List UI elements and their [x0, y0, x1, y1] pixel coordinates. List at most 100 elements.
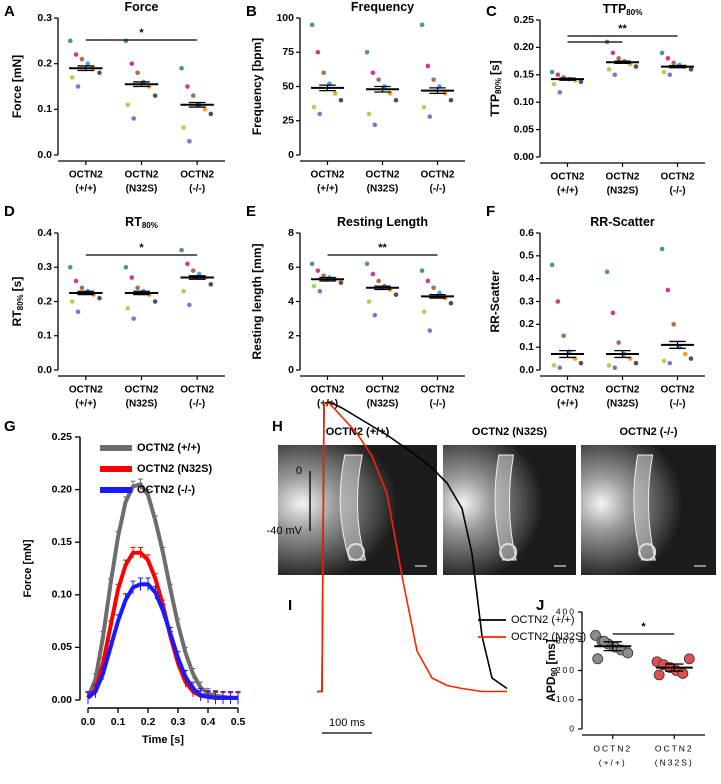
- image-title: OCTN2 (-/-): [619, 426, 677, 438]
- data-point: [622, 647, 634, 659]
- data-point: [633, 64, 639, 69]
- x-tick-label: OCTN2: [661, 172, 695, 183]
- x-tick-label: OCTN2: [661, 385, 695, 396]
- data-point: [419, 22, 425, 28]
- data-point: [376, 77, 381, 82]
- y-tick-label: 0.20: [52, 483, 73, 495]
- y-tick-label: 0.0: [37, 364, 52, 376]
- data-point: [152, 299, 158, 304]
- y-axis-label-main: TTP: [488, 94, 502, 117]
- data-point: [85, 61, 91, 66]
- data-point: [578, 360, 584, 366]
- pillar: [499, 543, 518, 561]
- x-tick-label: OCTN2: [421, 385, 455, 396]
- data-point: [393, 97, 399, 103]
- data-point: [555, 299, 561, 304]
- data-point: [69, 299, 75, 304]
- data-point: [667, 72, 673, 78]
- data-point: [376, 278, 381, 284]
- data-point: [181, 125, 186, 130]
- image-title: OCTN2 (N32S): [472, 426, 548, 438]
- y-tick-label: 0.6: [519, 227, 534, 239]
- data-point: [317, 111, 323, 117]
- data-point: [612, 72, 618, 78]
- data-point: [677, 668, 689, 679]
- x-tick-label: (+/+): [557, 186, 578, 197]
- y-tick-label: 0.3: [37, 261, 52, 273]
- data-point: [75, 309, 81, 315]
- y-tick-label: 0.10: [52, 589, 73, 601]
- y-axis-label: TTP80% [s]: [488, 60, 503, 116]
- y-axis-label: Resting length [mm]: [250, 243, 264, 359]
- data-point: [665, 287, 671, 293]
- data-point: [131, 116, 137, 121]
- x-tick-label: (-/-): [429, 399, 445, 410]
- y-tick-label: 0.1: [519, 341, 534, 353]
- panel-letter: C: [486, 3, 497, 20]
- y-tick-label: 0.1: [37, 330, 52, 342]
- data-point: [317, 288, 323, 294]
- x-tick-label: (+/+): [557, 399, 578, 410]
- data-point: [67, 264, 73, 270]
- data-point: [364, 261, 370, 267]
- trace-line: [317, 402, 507, 693]
- x-tick-label: (-/-): [669, 399, 685, 410]
- tissue-strip: [339, 454, 367, 561]
- data-point: [427, 328, 433, 333]
- data-point: [616, 56, 621, 61]
- data-point: [185, 261, 190, 267]
- x-tick-label: OCTN2: [311, 385, 345, 396]
- data-point: [125, 102, 131, 108]
- data-point: [372, 122, 378, 128]
- chart-title-main: Resting Length: [337, 215, 428, 229]
- data-point: [616, 340, 621, 345]
- x-tick-label: OCTN2: [125, 385, 159, 396]
- data-point: [187, 139, 192, 144]
- y-tick-label: 0: [288, 364, 294, 376]
- data-point: [425, 63, 431, 69]
- x-tick-label: 0.0: [81, 716, 96, 728]
- x-tick-label: 0.4: [201, 716, 216, 728]
- data-point: [208, 111, 214, 117]
- data-point: [421, 309, 427, 315]
- tissue-strip: [494, 454, 517, 561]
- pillar: [638, 543, 657, 561]
- x-tick-label: (+/+): [75, 399, 96, 410]
- y-axis-label: Frequency [bpm]: [250, 38, 264, 135]
- x-tick-label: (+/+): [599, 757, 627, 767]
- y-tick-label: 0.00: [52, 694, 73, 706]
- y-tick-label: 0.00: [514, 151, 535, 163]
- data-point: [661, 69, 667, 75]
- y-tick-label: 4: [288, 295, 294, 307]
- x-tick-label: OCTN2: [125, 170, 159, 181]
- data-point: [549, 69, 555, 75]
- data-point: [549, 262, 555, 268]
- data-point: [79, 56, 85, 62]
- data-point: [135, 70, 140, 76]
- chart-title: RT80%: [125, 215, 158, 230]
- y-tick-label: 0.15: [514, 69, 535, 81]
- significance-label: **: [378, 242, 387, 254]
- data-point: [682, 351, 688, 357]
- x-tick-label: (N32S): [367, 399, 399, 410]
- y-tick-label: 25: [282, 115, 294, 127]
- panel-letter: A: [4, 3, 15, 20]
- data-point: [364, 49, 370, 55]
- trace-line: [317, 401, 508, 693]
- data-point: [688, 356, 694, 361]
- panel-letter: E: [246, 203, 256, 220]
- data-point: [179, 65, 184, 71]
- x-tick-label: OCTN2: [366, 170, 400, 181]
- data-point: [427, 114, 433, 119]
- data-point: [73, 278, 79, 284]
- panel-letter: F: [486, 203, 495, 220]
- x-tick-label: (+/+): [75, 184, 96, 195]
- data-point: [125, 306, 131, 311]
- data-point: [448, 300, 454, 306]
- y-axis-label-main: Force [mN]: [10, 55, 24, 118]
- chart-title: Force: [124, 0, 158, 14]
- panel-letter: D: [4, 203, 15, 220]
- x-axis-label: Time [s]: [142, 734, 184, 746]
- significance-label: *: [641, 621, 646, 633]
- y-tick-label: 0.05: [52, 641, 73, 653]
